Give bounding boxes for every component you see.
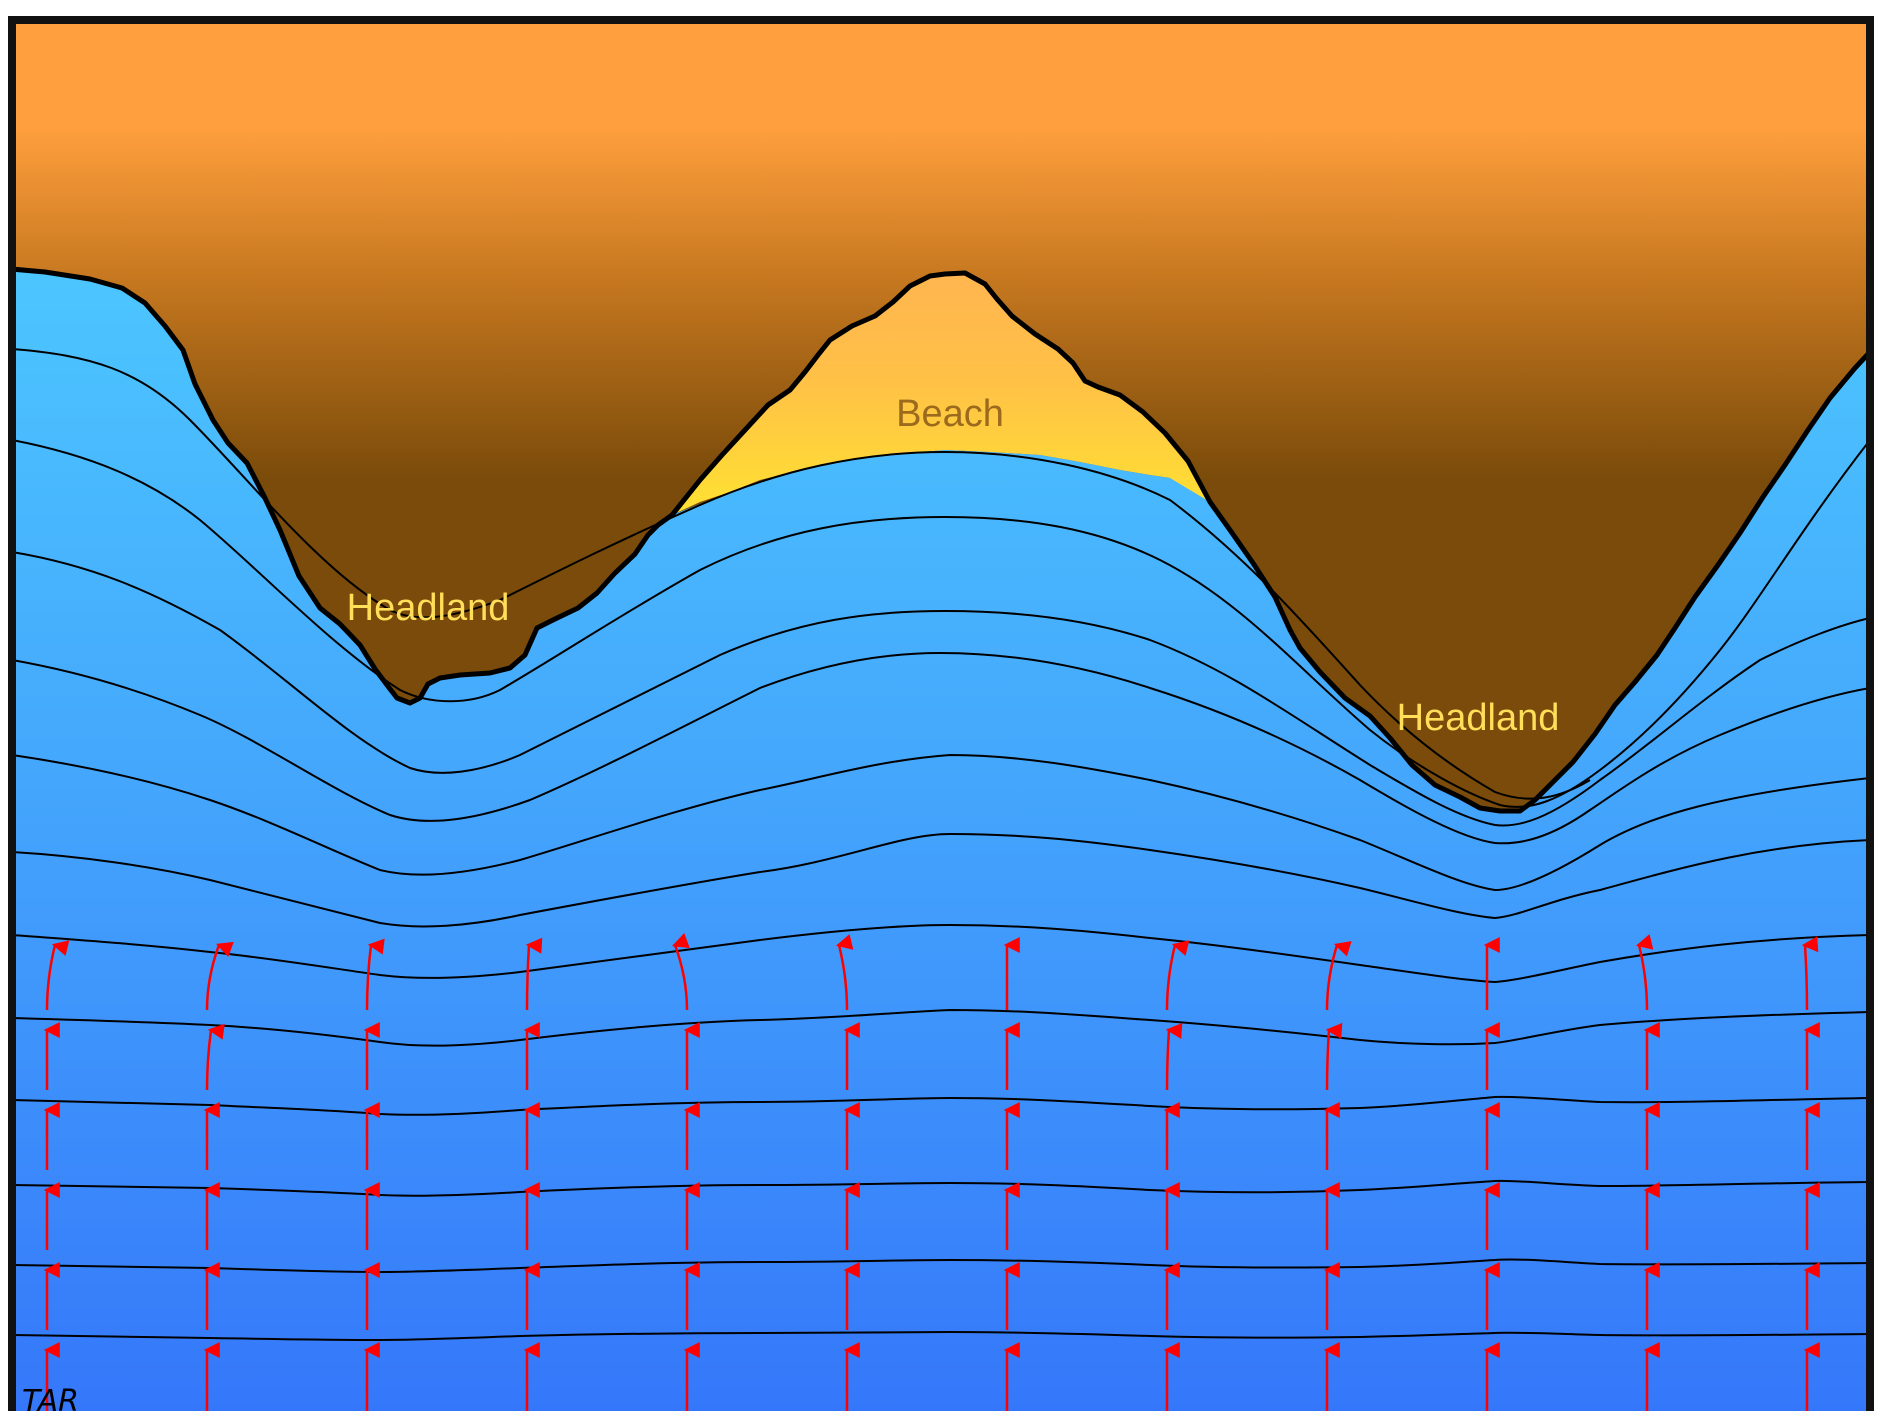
beach-label: Beach — [896, 393, 1004, 435]
artist-signature: TAR — [22, 1384, 79, 1411]
headland-left-label: Headland — [347, 587, 510, 629]
headland-right-label: Headland — [1397, 697, 1560, 739]
